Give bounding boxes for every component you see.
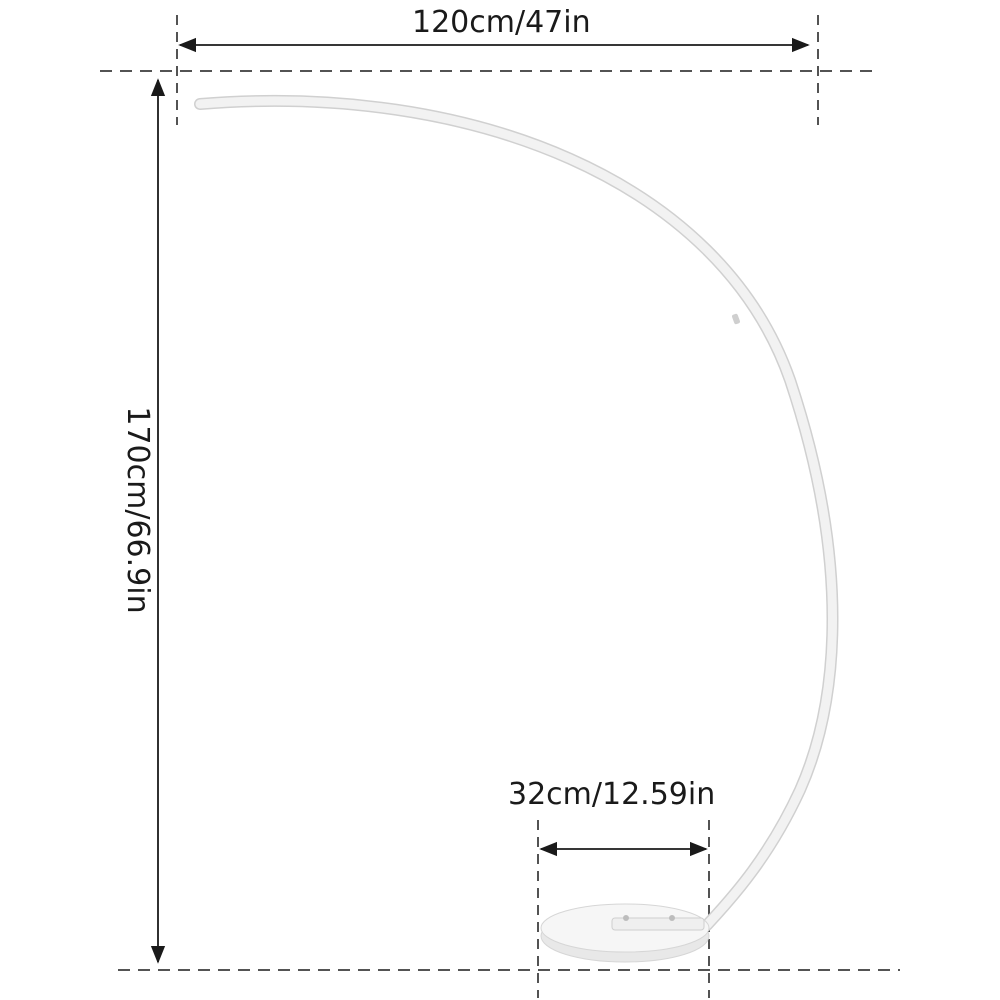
lamp-base-mount [611, 917, 705, 931]
height-dimension-label: 170cm/66.9in [120, 406, 155, 614]
base-screw-right [669, 915, 675, 921]
lamp-arc [195, 96, 837, 930]
width-dimension-label: 120cm/47in [412, 5, 591, 40]
lamp-switch [732, 313, 740, 325]
base-dimension-label: 32cm/12.59in [508, 777, 716, 812]
base-screw-left [623, 915, 629, 921]
